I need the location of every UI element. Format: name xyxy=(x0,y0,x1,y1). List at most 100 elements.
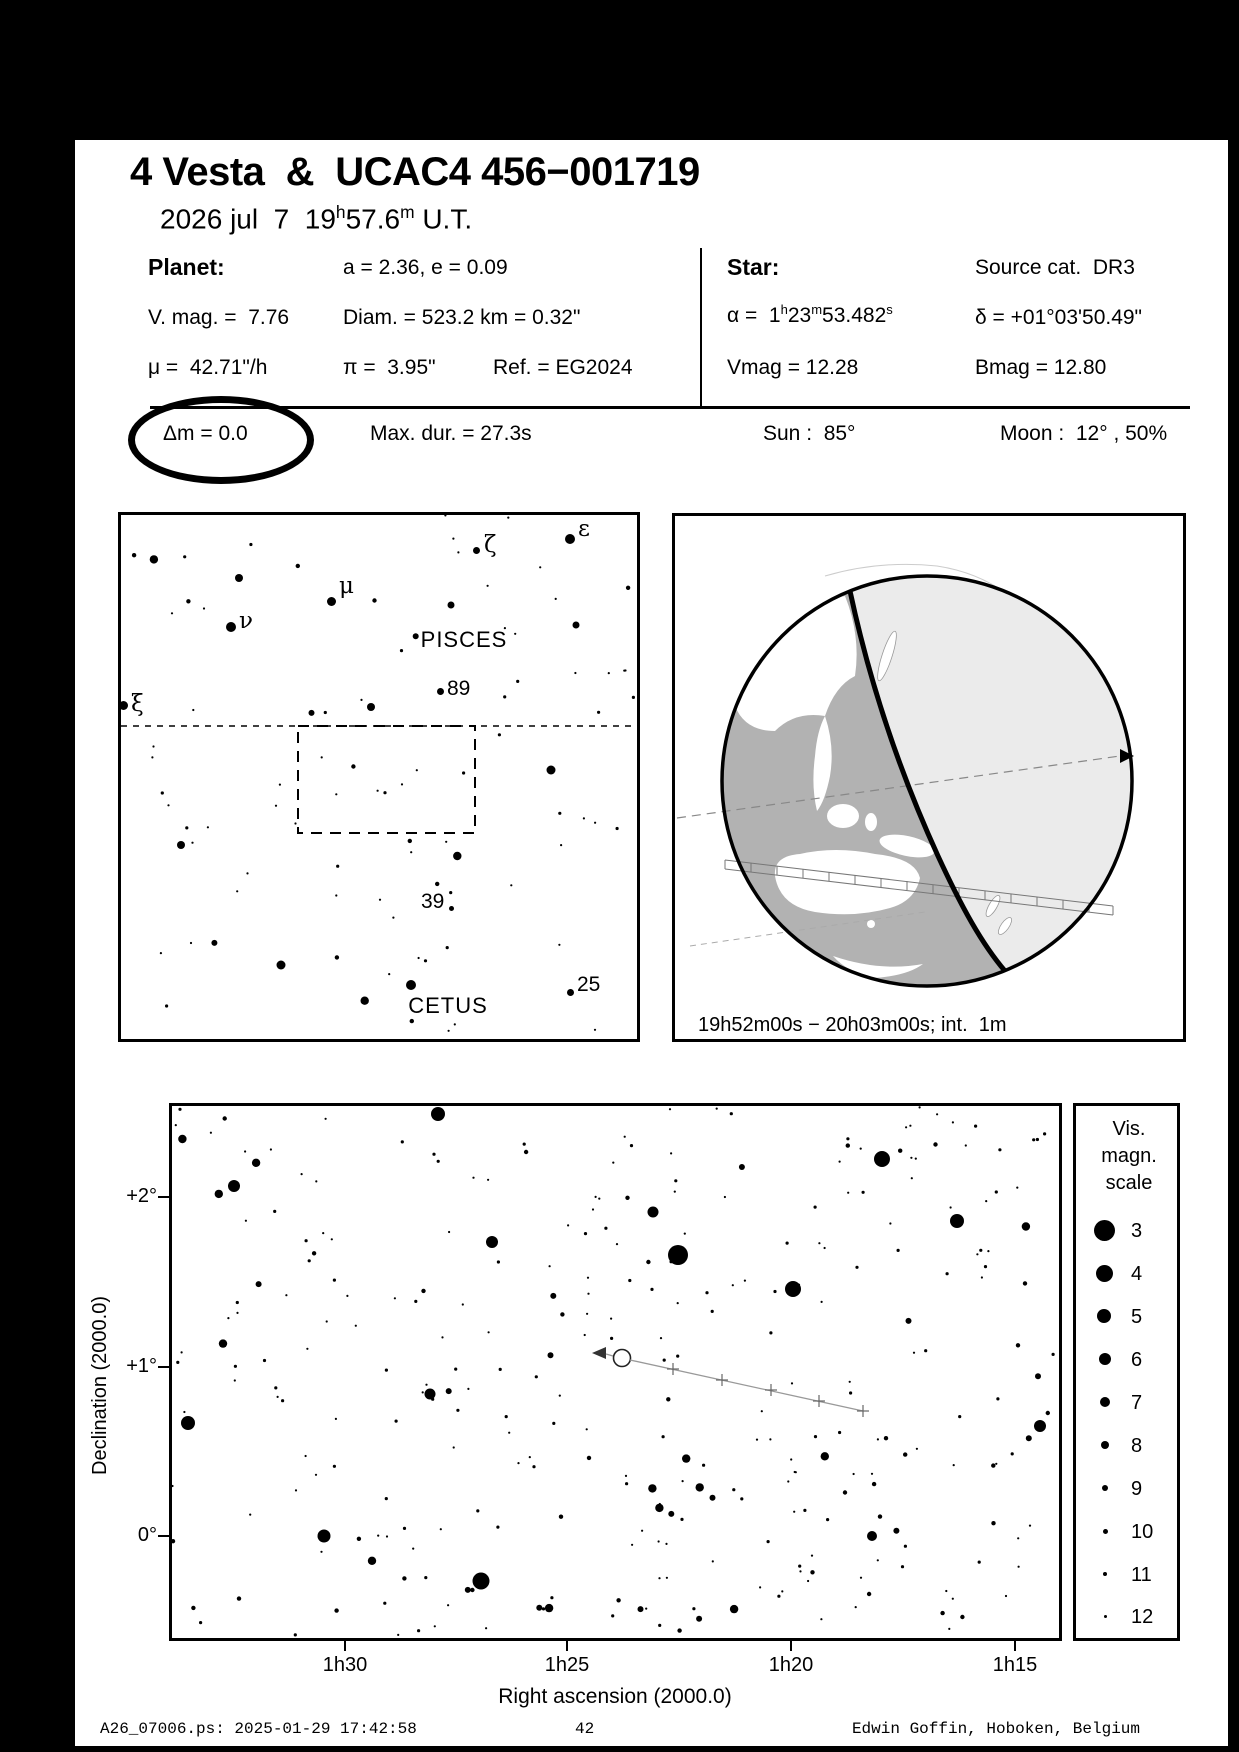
globe-outline xyxy=(720,574,1134,988)
star xyxy=(790,1458,793,1461)
star xyxy=(517,1462,520,1465)
star-dot-89 xyxy=(437,688,444,695)
star xyxy=(244,1150,247,1153)
star xyxy=(332,1278,336,1282)
star xyxy=(178,1134,187,1144)
star xyxy=(335,793,338,796)
star xyxy=(351,764,356,769)
star xyxy=(315,1180,318,1183)
star xyxy=(447,1604,450,1607)
star xyxy=(191,841,194,844)
star xyxy=(181,1416,195,1430)
star xyxy=(402,1526,407,1530)
star xyxy=(269,1148,272,1151)
legend-label-mag6: 6 xyxy=(1131,1349,1143,1371)
legend-label-mag12: 12 xyxy=(1131,1606,1154,1628)
globe-path-map: 19h52m00s − 20h03m00s; int. 1m xyxy=(672,513,1186,1042)
star xyxy=(336,864,340,868)
star xyxy=(918,1106,921,1109)
star xyxy=(731,1284,734,1287)
star xyxy=(445,1388,452,1395)
star xyxy=(412,1547,415,1550)
star xyxy=(228,1180,240,1192)
star xyxy=(402,1576,407,1581)
star xyxy=(251,1158,261,1167)
land-antarctica xyxy=(833,956,923,978)
star-label-89: 89 xyxy=(447,677,471,700)
star xyxy=(1034,1420,1046,1432)
legend-label-mag11: 11 xyxy=(1131,1564,1152,1586)
star xyxy=(668,1108,672,1111)
max-duration: Max. dur. = 27.3s xyxy=(370,422,532,445)
star xyxy=(183,555,187,559)
star xyxy=(1025,1435,1032,1442)
star xyxy=(152,745,155,748)
coastline-siberia xyxy=(824,563,1008,595)
star xyxy=(662,1358,666,1362)
star xyxy=(172,1484,174,1488)
star xyxy=(202,607,206,610)
star xyxy=(624,1474,628,1477)
constellation-label-pisces: PISCES xyxy=(420,627,508,652)
star xyxy=(554,597,557,600)
star xyxy=(131,553,137,558)
star xyxy=(910,1177,913,1180)
star xyxy=(665,1542,668,1545)
star xyxy=(677,1628,682,1633)
star xyxy=(393,1297,396,1300)
star xyxy=(233,1379,236,1382)
star xyxy=(586,1276,590,1279)
terminator-line xyxy=(847,590,1007,973)
star xyxy=(424,1388,436,1400)
star xyxy=(448,1230,451,1234)
star xyxy=(324,1117,327,1120)
star xyxy=(977,1560,981,1564)
star xyxy=(1021,1222,1031,1231)
star xyxy=(950,1214,964,1228)
star xyxy=(441,1336,444,1339)
star-dot-39 xyxy=(449,906,454,911)
star xyxy=(550,1292,557,1299)
star xyxy=(658,1623,662,1627)
star xyxy=(610,1336,614,1340)
star xyxy=(976,1253,979,1256)
star xyxy=(798,1564,802,1568)
star xyxy=(669,1260,673,1264)
star xyxy=(855,1265,859,1269)
star xyxy=(773,1289,777,1294)
star xyxy=(454,1367,458,1371)
star xyxy=(870,1472,874,1475)
star xyxy=(631,1543,634,1546)
land-asia xyxy=(734,596,857,731)
star xyxy=(674,1179,678,1183)
star xyxy=(360,698,363,701)
star xyxy=(249,1513,252,1516)
star xyxy=(235,574,243,582)
star xyxy=(759,1586,762,1589)
star xyxy=(472,1572,490,1590)
star xyxy=(360,996,369,1005)
star xyxy=(616,1598,621,1603)
star xyxy=(558,943,561,946)
star xyxy=(738,1164,745,1170)
star xyxy=(760,1410,763,1413)
star xyxy=(191,1605,196,1611)
star xyxy=(876,1559,879,1562)
star xyxy=(159,952,162,955)
star xyxy=(732,1488,736,1492)
star xyxy=(893,1527,900,1534)
star xyxy=(218,1339,228,1348)
star xyxy=(485,1627,488,1630)
star xyxy=(803,1508,807,1512)
star xyxy=(847,1191,850,1194)
star xyxy=(612,1161,615,1164)
star-label-epsilon: ε xyxy=(578,516,590,542)
star-label-25: 25 xyxy=(577,973,601,996)
star xyxy=(356,1536,362,1541)
star xyxy=(910,1156,913,1159)
planet-parallax: π = 3.95" xyxy=(343,356,436,379)
star xyxy=(985,1200,988,1203)
globe-time-caption: 19h52m00s − 20h03m00s; int. 1m xyxy=(698,1014,1007,1036)
star xyxy=(385,1535,389,1538)
star xyxy=(273,1209,277,1213)
